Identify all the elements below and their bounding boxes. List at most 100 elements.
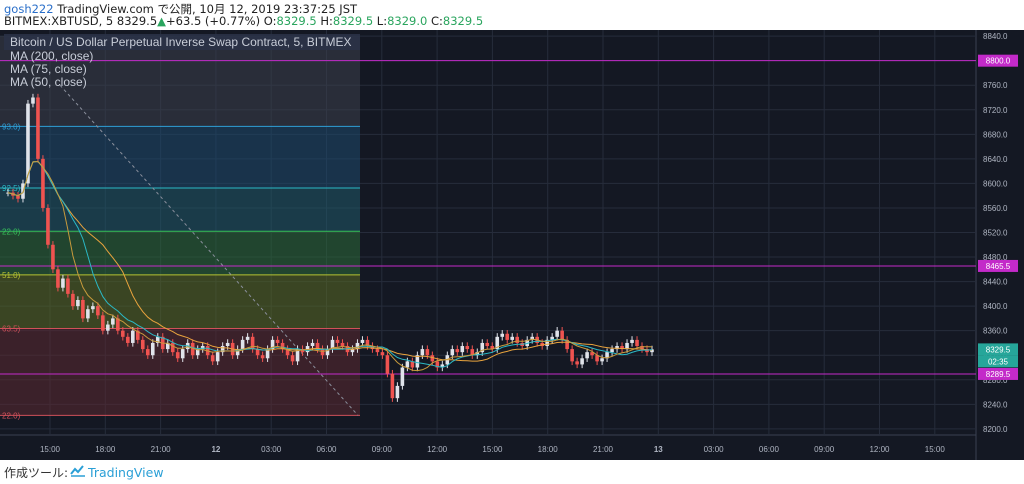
fib-zone bbox=[0, 188, 360, 232]
moving-averages bbox=[7, 160, 653, 372]
x-tick-label: 12:00 bbox=[869, 445, 890, 454]
candle-body bbox=[385, 355, 390, 374]
y-tick-label: 8760.0 bbox=[983, 81, 1008, 90]
fibonacci-retracement[interactable]: 93.0) 92.5) 22.0) 51.0) 63.5) 22.0) bbox=[0, 36, 360, 420]
candle-body bbox=[555, 330, 559, 337]
candle-body bbox=[126, 336, 130, 343]
candle-body bbox=[415, 355, 420, 368]
fib-level-label: 92.5) bbox=[2, 184, 21, 193]
candle-body bbox=[450, 349, 455, 356]
candle-body bbox=[255, 349, 260, 356]
candle-body bbox=[51, 244, 55, 270]
candle-body bbox=[515, 336, 520, 343]
x-tick-label: 09:00 bbox=[814, 445, 835, 454]
candle-body bbox=[575, 361, 579, 365]
candle-body bbox=[275, 339, 280, 343]
candle-body bbox=[250, 336, 255, 350]
x-tick-label: 21:00 bbox=[593, 445, 614, 454]
fib-level-label: 22.0) bbox=[2, 411, 21, 420]
candle-body bbox=[195, 349, 200, 356]
candle-body bbox=[645, 349, 649, 353]
chart-legend: Bitcoin / US Dollar Perpetual Inverse Sw… bbox=[4, 34, 360, 89]
candle-body bbox=[635, 339, 639, 347]
candle-body bbox=[365, 339, 370, 347]
candle-body bbox=[86, 309, 90, 319]
candle-body bbox=[325, 349, 330, 356]
candle-body bbox=[335, 339, 340, 343]
x-tick-label: 03:00 bbox=[261, 445, 282, 454]
made-with-label: 作成ツール: bbox=[4, 466, 69, 480]
candle-body bbox=[285, 349, 290, 356]
x-tick-label: 13 bbox=[654, 445, 663, 454]
candle-body bbox=[76, 300, 80, 307]
y-tick-label: 8200.0 bbox=[983, 425, 1008, 434]
candle-body bbox=[165, 342, 170, 350]
candle-body bbox=[560, 330, 564, 340]
fib-level-label: 22.0) bbox=[2, 227, 21, 236]
candle-body bbox=[16, 195, 20, 199]
candle-body bbox=[455, 349, 460, 353]
time-axis[interactable] bbox=[0, 435, 976, 460]
y-tick-label: 8720.0 bbox=[983, 106, 1008, 115]
x-tick-label: 18:00 bbox=[538, 445, 559, 454]
candle-body bbox=[505, 333, 510, 340]
candle-body bbox=[145, 349, 150, 356]
candle-body bbox=[235, 349, 240, 356]
candle-body bbox=[340, 342, 345, 347]
legend-ma75[interactable]: MA (75, close) bbox=[10, 62, 87, 76]
candle-body bbox=[600, 358, 604, 362]
candle-body bbox=[490, 346, 495, 350]
candle-body bbox=[270, 339, 275, 350]
candle-body bbox=[66, 278, 70, 294]
y-tick-label: 8440.0 bbox=[983, 278, 1008, 287]
candle-body bbox=[625, 342, 629, 350]
price-label-bg bbox=[978, 367, 1018, 380]
candle-body bbox=[545, 339, 549, 347]
candle-body bbox=[135, 330, 140, 340]
price-label: 02:35 bbox=[988, 357, 1009, 366]
candle-body bbox=[121, 330, 125, 337]
price-change: +63.5 (+0.77%) bbox=[166, 14, 261, 28]
candle-body bbox=[106, 324, 110, 331]
candle-body bbox=[550, 336, 554, 340]
price-chart[interactable]: 93.0) 92.5) 22.0) 51.0) 63.5) 22.0) 8840.0 880… bbox=[0, 30, 1024, 460]
y-tick-label: 8280.0 bbox=[983, 376, 1008, 385]
candle-body bbox=[395, 385, 400, 399]
price-label-bg bbox=[978, 355, 1018, 368]
fib-zone bbox=[0, 36, 360, 127]
candle-body bbox=[81, 300, 85, 319]
candle-body bbox=[315, 342, 320, 350]
up-arrow-icon: ▲ bbox=[157, 14, 167, 28]
candle-body bbox=[190, 342, 195, 356]
price-label-bg bbox=[978, 343, 1018, 356]
x-tick-label: 06:00 bbox=[759, 445, 780, 454]
candle-body bbox=[260, 355, 265, 359]
price-label: 8800.0 bbox=[986, 57, 1011, 66]
price-labels: 8800.0 8465.5 8329.5 02:35 8289.5 bbox=[978, 54, 1018, 380]
high-value: 8329.5 bbox=[332, 14, 374, 28]
tradingview-brand[interactable]: TradingView bbox=[88, 465, 164, 480]
candle-body bbox=[580, 358, 584, 365]
horizontal-lines[interactable] bbox=[0, 60, 976, 375]
author-link[interactable]: gosh222 bbox=[4, 2, 54, 16]
candle-body bbox=[150, 342, 155, 356]
price-label-bg bbox=[978, 259, 1018, 272]
candle-body bbox=[330, 339, 335, 350]
candle-body bbox=[320, 349, 325, 356]
candle-body bbox=[615, 346, 619, 350]
footer: 作成ツール: TradingView bbox=[4, 464, 164, 481]
candle-body bbox=[525, 339, 529, 347]
candle-body bbox=[605, 352, 609, 359]
legend-ma50[interactable]: MA (50, close) bbox=[10, 75, 87, 89]
candle-body bbox=[410, 361, 415, 368]
candle-body bbox=[405, 361, 410, 368]
x-axis-ticks: 15:00 18:00 21:00 12 03:00 06:00 09:00 12:00 15:… bbox=[40, 445, 945, 454]
fib-trend-line bbox=[59, 84, 359, 416]
candle-body bbox=[180, 349, 185, 359]
y-tick-label: 8640.0 bbox=[983, 155, 1008, 164]
x-tick-label: 15:00 bbox=[482, 445, 503, 454]
legend-ma200[interactable]: MA (200, close) bbox=[10, 49, 93, 63]
price-axis[interactable] bbox=[976, 30, 1024, 460]
candle-body bbox=[300, 349, 305, 353]
fib-level-label: 51.0) bbox=[2, 271, 21, 280]
